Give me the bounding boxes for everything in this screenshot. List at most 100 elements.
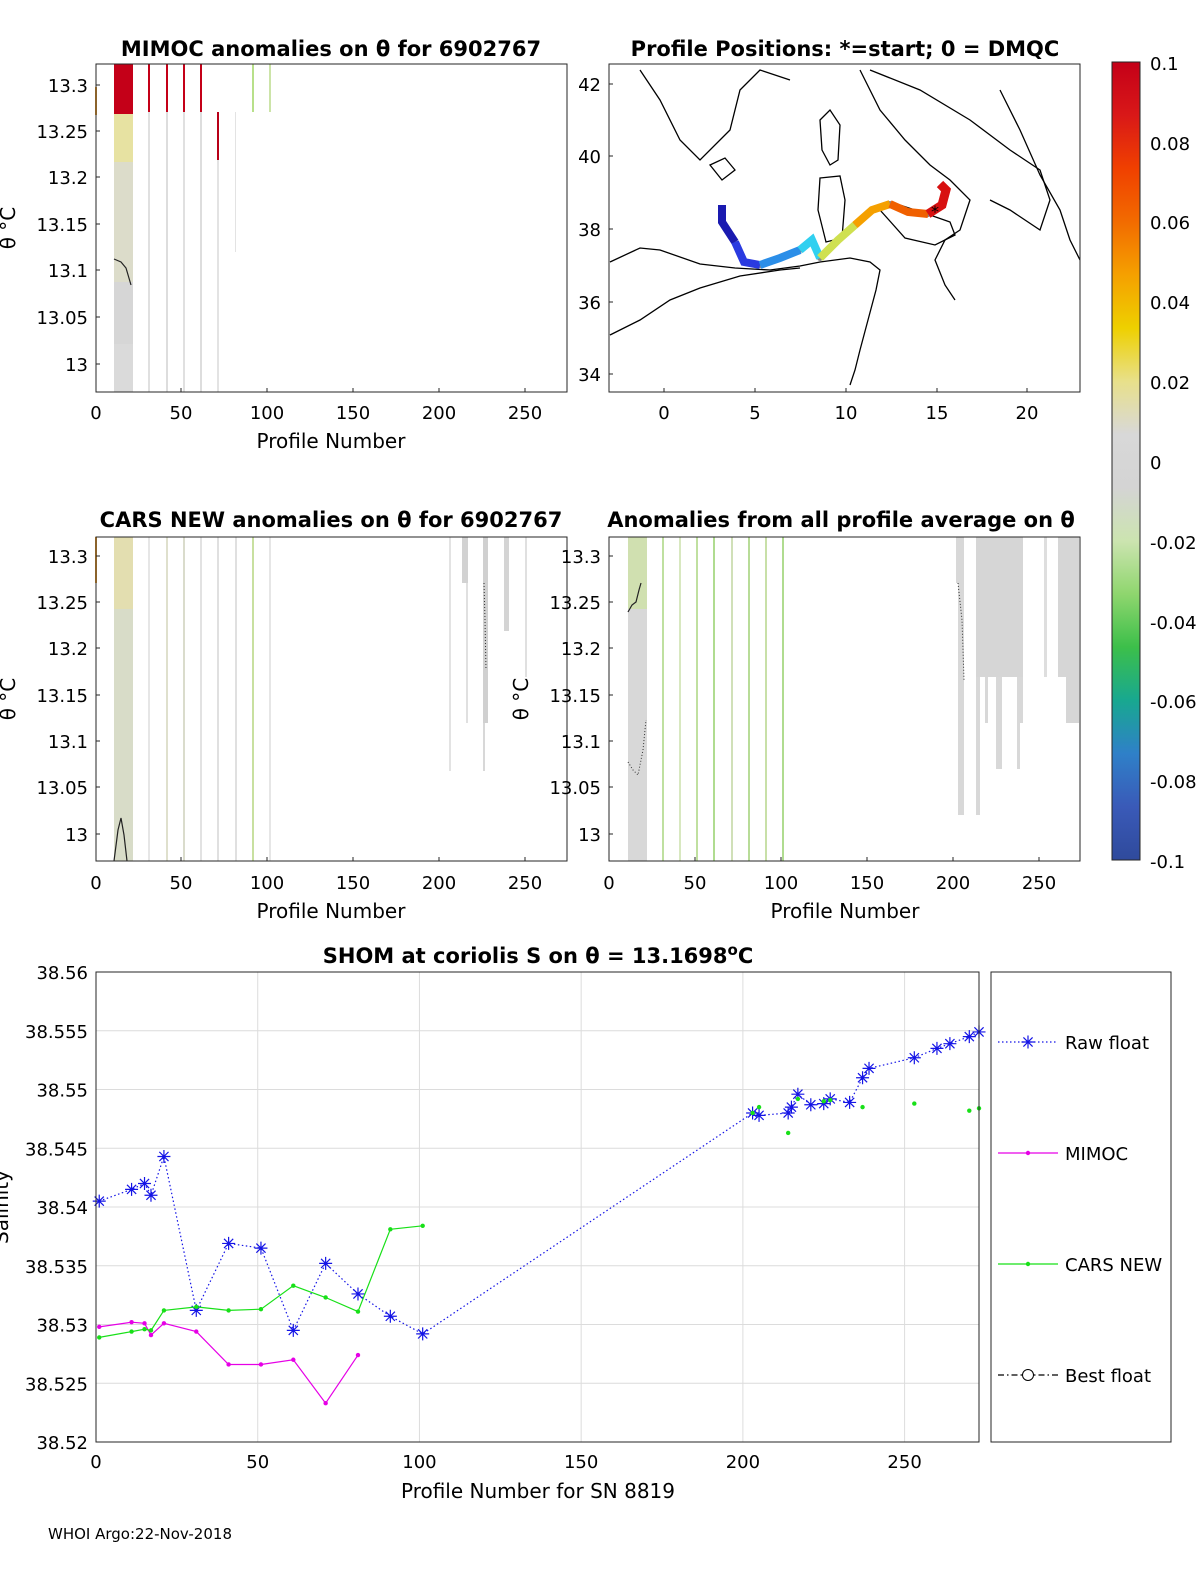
mimoc-ytick: 13.3 <box>48 76 88 97</box>
positions-xtick: 0 <box>658 403 669 424</box>
mimoc-bar <box>269 64 271 112</box>
allavg-bar <box>748 537 750 861</box>
positions-ytick: 40 <box>578 147 601 168</box>
allavg-ylabel: θ °C <box>509 678 533 721</box>
cars-bar <box>449 537 451 771</box>
point-cars-new-later-profiles <box>912 1101 917 1106</box>
legend-label: CARS NEW <box>1065 1255 1162 1276</box>
coastline-italy-west <box>859 69 971 301</box>
salinity-ytick: 38.53 <box>36 1316 88 1337</box>
salinity-xtick: 150 <box>564 1452 598 1473</box>
mimoc-ytick: 13.15 <box>36 215 88 236</box>
raw-float-marker <box>286 1323 300 1337</box>
cars-bar <box>483 537 488 723</box>
allavg-ticks <box>609 555 1040 861</box>
track-segment <box>925 180 952 218</box>
cars-bar <box>217 537 219 861</box>
mimoc-bar <box>217 160 219 392</box>
mimoc-bar <box>200 112 202 392</box>
point-cars-new-later-profiles <box>750 1110 755 1116</box>
coastline-italy-east <box>869 69 1051 232</box>
allavg-ytick: 13 <box>578 825 601 846</box>
point-mimoc <box>161 1321 167 1326</box>
colorbar-tick: 0.08 <box>1150 134 1190 155</box>
mimoc-bar <box>200 64 202 112</box>
point-cars-new-later-profiles <box>860 1104 865 1110</box>
point-cars-new <box>129 1329 134 1334</box>
mimoc-bar <box>114 114 133 162</box>
positions-xtick: 10 <box>835 403 858 424</box>
series-cars-new <box>97 1223 425 1340</box>
mimoc-best-float-line <box>113 258 132 286</box>
point-mimoc <box>142 1321 147 1326</box>
raw-float-marker <box>157 1149 171 1163</box>
allavg-bar <box>1044 537 1047 677</box>
positions-ticks <box>609 83 1028 392</box>
cars-ytick: 13.25 <box>36 593 88 614</box>
point-cars-new <box>148 1328 154 1333</box>
salinity-yticks: 38.52 38.525 38.53 38.535 38.54 38.545 38.55 38… <box>25 963 88 1454</box>
mimoc-ylabel: θ °C <box>0 207 20 250</box>
salinity-axes <box>95 971 980 1443</box>
raw-float-marker <box>962 1030 976 1044</box>
legend-items: Raw float MIMOC CARS NEW Best float <box>998 1033 1162 1387</box>
coastline-mallorca <box>708 157 736 181</box>
colorbar-tick: -0.08 <box>1150 772 1197 793</box>
allavg-dotted-line-2 <box>957 582 965 681</box>
raw-float-marker <box>319 1256 333 1270</box>
point-cars-new <box>258 1307 264 1312</box>
raw-float-marker <box>791 1087 805 1101</box>
cars-bar <box>504 537 509 631</box>
cars-bar <box>114 537 133 609</box>
mimoc-bar <box>252 64 254 112</box>
salinity-ytick: 38.525 <box>25 1374 88 1395</box>
series-mimoc <box>97 1319 361 1406</box>
cars-xtick: 250 <box>508 873 542 894</box>
allavg-bar <box>731 537 733 861</box>
raw-float-marker <box>843 1095 857 1109</box>
allavg-axes <box>608 536 1081 862</box>
mimoc-bar <box>114 162 133 282</box>
salinity-title-unit: C <box>738 944 753 968</box>
positions-xtick: 5 <box>749 403 760 424</box>
colorbar-body <box>1111 61 1141 861</box>
mimoc-bar <box>217 112 219 160</box>
raw-float-marker <box>862 1061 876 1075</box>
mimoc-ytick: 13.05 <box>36 308 88 329</box>
float-track: * <box>718 180 952 269</box>
salinity-ytick: 38.56 <box>36 963 88 984</box>
allavg-xtick: 250 <box>1022 873 1056 894</box>
track-segment <box>852 200 892 228</box>
raw-float-marker <box>907 1051 921 1065</box>
raw-float-marker <box>351 1287 365 1301</box>
start-marker: * <box>931 202 939 221</box>
legend-item: Best float <box>998 1366 1151 1387</box>
mimoc-panel: MIMOC anomalies on θ for 6902767 <box>0 37 568 453</box>
allavg-dotted-line-1 <box>627 719 647 777</box>
colorbar-tick: 0.1 <box>1150 54 1179 75</box>
allavg-bar <box>765 537 767 861</box>
raw-float-marker <box>383 1309 397 1323</box>
coastline-algeria-shore <box>609 267 801 336</box>
allavg-bar <box>696 537 698 861</box>
point-cars-new-later-profiles <box>785 1130 791 1136</box>
allavg-ytick: 13.1 <box>561 732 601 753</box>
legend-label: MIMOC <box>1065 1144 1128 1165</box>
point-cars-new <box>420 1223 425 1229</box>
colorbar-tick: -0.02 <box>1150 533 1197 554</box>
positions-xtick: 15 <box>926 403 949 424</box>
raw-float-marker <box>144 1188 158 1202</box>
cars-xtick: 0 <box>90 873 101 894</box>
legend-marker <box>1025 1150 1031 1156</box>
mimoc-bar <box>114 282 133 344</box>
mimoc-xtick: 150 <box>336 403 370 424</box>
cars-bar <box>462 537 468 583</box>
legend-label: Raw float <box>1065 1033 1149 1054</box>
raw-float-marker <box>752 1108 766 1122</box>
positions-xticks: 0 5 10 15 20 <box>658 403 1038 424</box>
positions-axes <box>608 63 1081 393</box>
allavg-bar <box>1020 677 1023 723</box>
salinity-ytick: 38.545 <box>25 1139 88 1160</box>
mimoc-axes <box>95 63 568 393</box>
legend-marker <box>1021 1035 1035 1049</box>
